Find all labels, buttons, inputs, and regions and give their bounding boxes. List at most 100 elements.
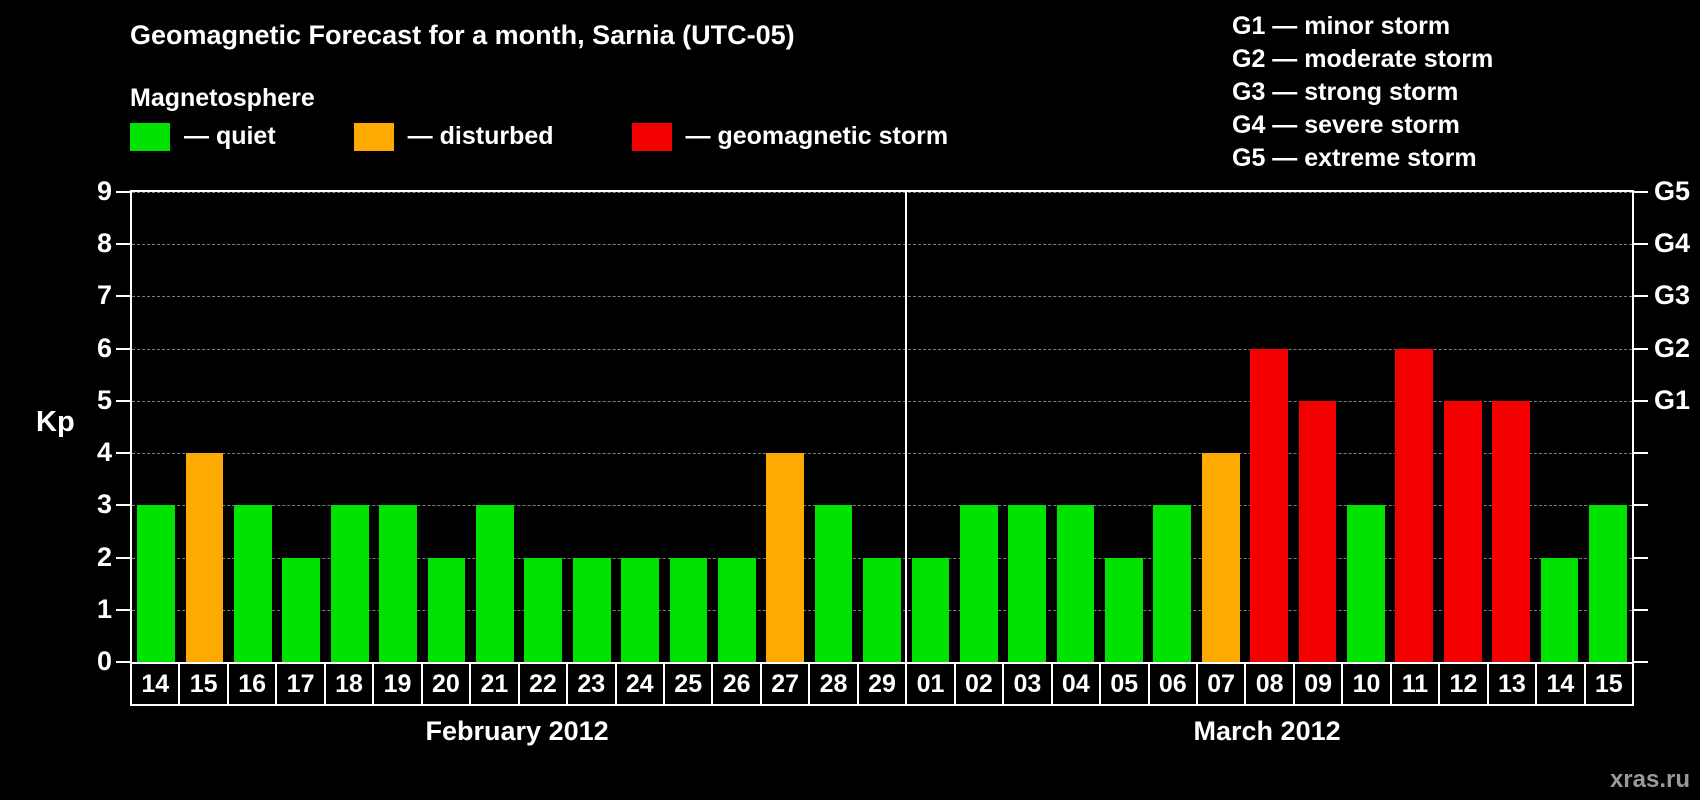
day-label: 15 [1583,664,1632,704]
y-tick-label-1: 1 [96,593,112,624]
legend-item-label: — quiet [184,122,276,150]
g-scale-label-G2: G2 [1654,332,1691,363]
day-label: 11 [1389,664,1438,704]
kp-bar-march-09 [1298,400,1337,662]
kp-bar-february-17 [282,557,321,662]
y-tick-label-8: 8 [96,228,112,259]
y-tick-label-4: 4 [96,437,112,468]
y-tick-label-7: 7 [96,280,112,311]
left-axis-tick [116,295,130,298]
watermark: xras.ru [1609,766,1690,793]
kp-bar-march-10 [1347,505,1385,662]
kp-bar-february-28 [814,505,853,662]
storm-scale-legend: G1 — minor storm G2 — moderate storm G3 — … [1232,10,1493,175]
kp-bar-february-16 [234,505,272,662]
kp-bar-march-14 [1540,557,1579,662]
day-label: 10 [1341,664,1389,704]
gridline-kp-6 [132,348,1632,350]
day-label: 16 [226,664,275,704]
legend-item-label: — geomagnetic storm [685,122,949,150]
kp-bar-march-13 [1492,400,1530,662]
kp-bar-february-23 [572,557,611,662]
g-scale-label-G4: G4 [1654,228,1691,259]
kp-bar-march-11 [1395,348,1434,662]
kp-bar-march-07 [1201,453,1240,662]
gridline-kp-9 [132,192,1632,193]
storm-scale-entry: G3 — strong storm [1232,78,1459,106]
kp-bar-march-02 [959,505,998,662]
kp-bar-february-26 [717,557,756,662]
day-label: 15 [178,664,226,704]
day-label: 14 [1535,664,1583,704]
month-label: March 2012 [1193,716,1341,746]
storm-scale-entry: G5 — extreme storm [1232,144,1477,172]
kp-bar-february-21 [476,505,514,662]
y-tick-label-3: 3 [96,489,112,520]
kp-bar-february-27 [766,453,805,662]
y-tick-label-2: 2 [96,541,112,572]
left-axis-tick [116,347,130,350]
kp-bar-february-20 [427,557,466,662]
kp-bar-march-06 [1153,505,1192,662]
left-axis-tick [116,452,130,455]
storm-scale-entry: G4 — severe storm [1232,111,1460,139]
day-label: 23 [566,664,614,704]
day-label: 20 [420,664,469,704]
left-axis-tick [116,243,130,246]
right-axis-tick [1634,556,1648,559]
day-label: 01 [905,664,953,704]
right-axis-tick [1634,661,1648,663]
kp-bar-march-12 [1443,400,1482,662]
magnetosphere-legend: — quiet — disturbed — geomagnetic storm [130,122,948,151]
legend-item-storm: — geomagnetic storm [631,122,949,151]
day-label: 18 [323,664,372,704]
left-axis-tick [116,399,130,402]
kp-bar-february-25 [669,557,708,662]
kp-bar-february-19 [379,505,417,662]
y-tick-label-6: 6 [96,332,112,363]
x-axis-day-labels: 14 15 16 17 18 19 20 21 22 23 24 25 26 27 28 29 01 02 03 04… [130,664,1634,706]
day-label: 04 [1050,664,1099,704]
disturbed-color-swatch [353,122,394,151]
y-axis-label: Kp [36,406,75,438]
storm-color-swatch [631,122,672,151]
kp-bar-february-22 [524,557,563,662]
day-label: 07 [1195,664,1244,704]
right-axis-tick [1634,243,1648,246]
right-axis-tick [1634,399,1648,402]
day-label: 12 [1438,664,1486,704]
day-label: 06 [1147,664,1196,704]
chart-title: Geomagnetic Forecast for a month, Sarnia… [130,20,795,50]
g-scale-label-G5: G5 [1654,176,1691,206]
kp-bar-march-15 [1588,505,1627,662]
right-axis-tick [1634,504,1648,507]
left-axis-tick [116,661,130,663]
kp-bar-march-03 [1008,505,1047,662]
right-axis-tick [1634,608,1648,611]
g-scale-label-G1: G1 [1654,384,1691,415]
plot-area [130,190,1634,664]
day-label: 08 [1244,664,1292,704]
g-scale-label-G3: G3 [1654,280,1691,311]
kp-bar-february-18 [330,505,369,662]
kp-bar-march-01 [911,557,950,662]
legend-item-disturbed: — disturbed [353,122,554,151]
y-tick-label-5: 5 [96,384,112,415]
day-label: 05 [1099,664,1147,704]
day-label: 25 [662,664,711,704]
storm-scale-entry: G1 — minor storm [1232,12,1451,40]
day-label: 22 [517,664,566,704]
day-label: 29 [856,664,905,704]
storm-scale-entry: G2 — moderate storm [1232,45,1494,73]
right-axis-tick [1634,191,1648,193]
day-label: 27 [759,664,808,704]
legend-item-quiet: — quiet [130,122,276,151]
day-label: 09 [1292,664,1341,704]
day-label: 21 [469,664,517,704]
right-axis-tick [1634,452,1648,455]
day-label: 19 [372,664,420,704]
kp-bar-february-14 [137,505,176,662]
left-axis-tick [116,504,130,507]
magnetosphere-legend-heading: Magnetosphere [130,84,315,112]
